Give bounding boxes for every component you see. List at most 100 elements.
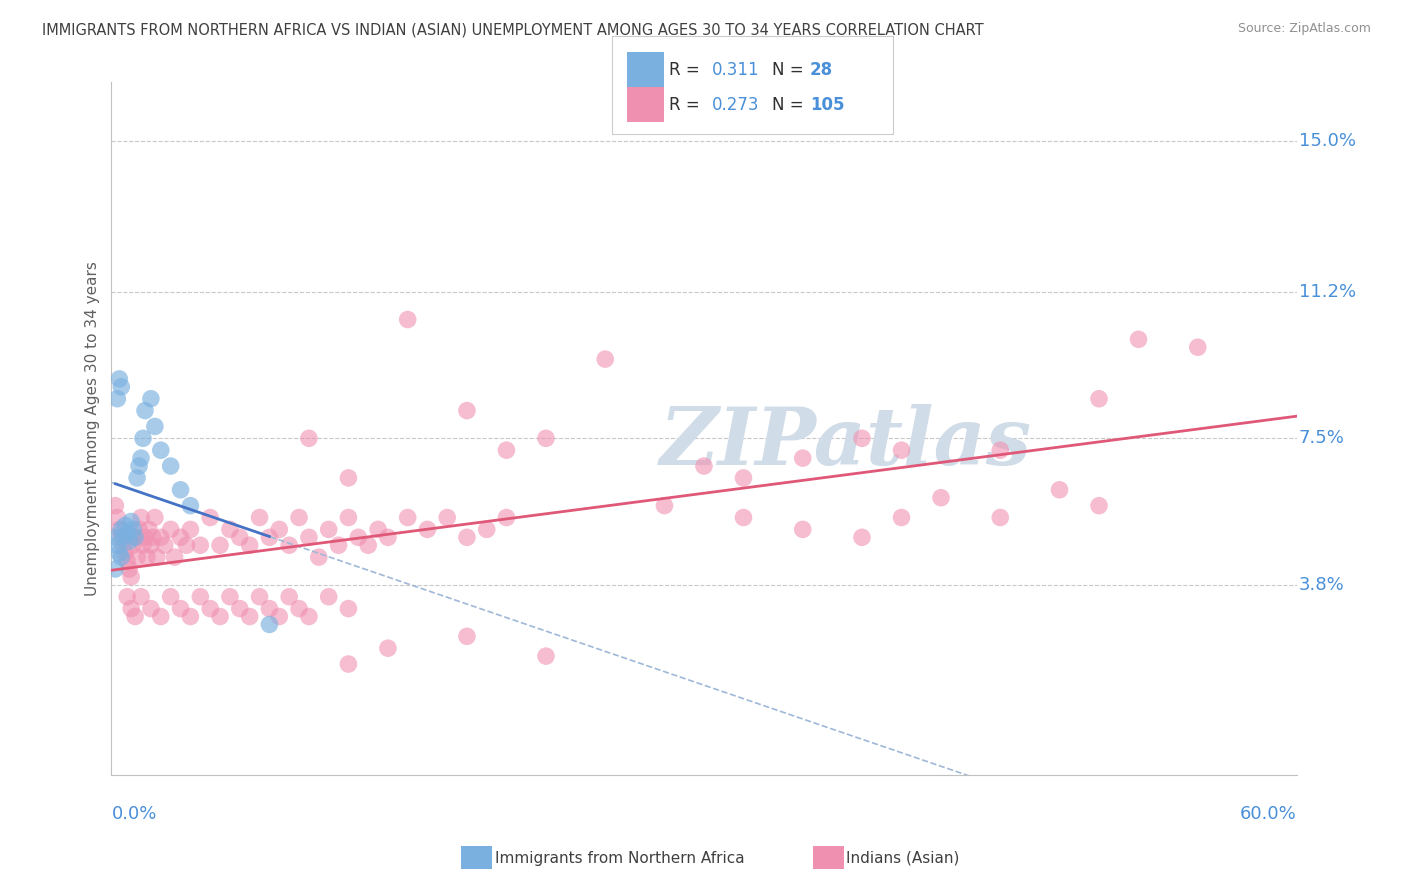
Point [132,431,155,445]
Point [1088,392,1111,406]
Point [269,522,291,536]
Point [229,601,252,615]
Point [456,403,478,417]
Point [328,538,350,552]
Point [179,499,201,513]
Point [134,530,156,544]
Point [108,546,131,560]
Point [143,510,166,524]
Point [138,522,160,536]
Point [118,534,141,549]
Point [139,601,162,615]
Point [792,522,814,536]
Point [112,538,135,552]
Point [149,530,172,544]
Point [142,530,165,544]
Point [298,431,321,445]
Point [219,522,242,536]
Text: R =: R = [669,61,700,78]
Text: 0.311: 0.311 [711,61,759,78]
Point [269,609,291,624]
Point [110,522,132,536]
Text: 0.273: 0.273 [711,96,759,114]
Point [179,522,201,536]
Point [654,499,676,513]
Point [124,530,146,544]
Point [104,530,127,544]
Text: Indians (Asian): Indians (Asian) [846,851,960,866]
Point [122,538,145,552]
Point [128,522,150,536]
Point [120,570,142,584]
Point [733,471,755,485]
Point [134,403,156,417]
Point [988,510,1011,524]
Point [176,538,198,552]
Text: N =: N = [772,96,803,114]
Point [337,471,360,485]
Text: 60.0%: 60.0% [1240,805,1296,823]
Point [851,530,873,544]
Point [288,510,311,524]
Point [120,601,142,615]
Point [127,550,149,565]
Point [153,538,176,552]
Point [127,471,149,485]
Text: 15.0%: 15.0% [1299,132,1355,151]
Point [105,392,128,406]
Point [249,590,271,604]
Point [693,458,716,473]
Point [288,601,311,615]
Point [495,443,517,458]
Point [988,443,1011,458]
Text: IMMIGRANTS FROM NORTHERN AFRICA VS INDIAN (ASIAN) UNEMPLOYMENT AMONG AGES 30 TO : IMMIGRANTS FROM NORTHERN AFRICA VS INDIA… [42,22,984,37]
Point [143,419,166,434]
Point [337,657,360,671]
Point [110,550,132,565]
Point [298,609,321,624]
Point [108,372,131,386]
Point [456,629,478,643]
Point [249,510,271,524]
Point [129,451,152,466]
Point [239,609,262,624]
Point [108,522,131,536]
Point [120,515,142,529]
Point [377,530,399,544]
Point [209,609,232,624]
Point [198,601,221,615]
Point [105,538,128,552]
Text: Immigrants from Northern Africa: Immigrants from Northern Africa [495,851,745,866]
Point [209,538,232,552]
Point [139,538,162,552]
Point [124,530,146,544]
Point [146,550,169,565]
Point [456,530,478,544]
Point [851,431,873,445]
Point [1049,483,1071,497]
Point [115,526,138,541]
Point [169,483,191,497]
Point [278,590,301,604]
Point [357,538,380,552]
Text: 3.8%: 3.8% [1299,576,1344,594]
Point [104,499,127,513]
Point [129,510,152,524]
Point [114,546,136,560]
Point [475,522,498,536]
Point [128,458,150,473]
Point [114,518,136,533]
Point [318,590,340,604]
Point [367,522,389,536]
Point [318,522,340,536]
Point [159,522,181,536]
Point [163,550,186,565]
Point [929,491,952,505]
Point [219,590,242,604]
Point [278,538,301,552]
Point [436,510,458,524]
Point [149,609,172,624]
Y-axis label: Unemployment Among Ages 30 to 34 years: Unemployment Among Ages 30 to 34 years [86,261,100,596]
Point [534,649,557,664]
Point [733,510,755,524]
